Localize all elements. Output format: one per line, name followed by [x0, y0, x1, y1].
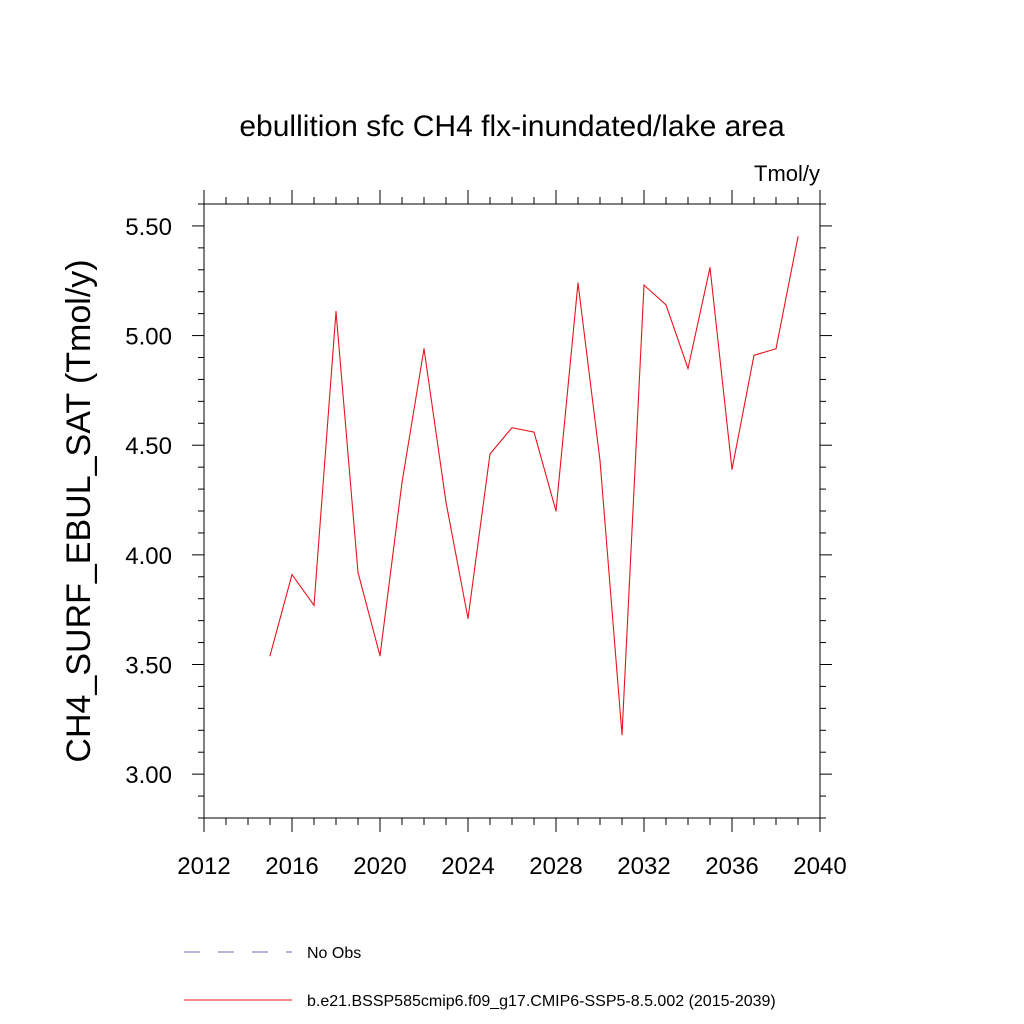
x-tick-label: 2032: [617, 853, 670, 880]
y-tick-label: 3.50: [125, 653, 172, 680]
x-tick-label: 2024: [441, 853, 494, 880]
data-point: [709, 266, 711, 269]
data-point: [401, 481, 403, 484]
data-point: [643, 284, 645, 286]
y-tick-label: 4.00: [125, 543, 172, 570]
data-point: [379, 655, 381, 657]
y-tick-label: 3.00: [125, 762, 172, 789]
legend-label-1: b.e21.BSSP585cmip6.f09_g17.CMIP6-SSP5-8.…: [307, 993, 776, 1010]
units-label: Tmol/y: [754, 161, 820, 186]
data-point: [621, 734, 623, 736]
data-point: [731, 468, 733, 470]
data-point: [665, 304, 667, 306]
chart-title: ebullition sfc CH4 flx-inundated/lake ar…: [239, 110, 785, 143]
y-axis-label: CH4_SURF_EBUL_SAT (Tmol/y): [60, 259, 98, 762]
data-point: [423, 348, 425, 350]
x-axis-ticks: 2012 2016 2020 2024 2028 2032 2036 2040: [177, 190, 847, 880]
plot-frame: [203, 203, 821, 819]
data-point: [555, 510, 557, 512]
x-tick-label: 2012: [177, 853, 230, 880]
series-line-0: [269, 236, 799, 735]
x-tick-label: 2036: [705, 853, 758, 880]
data-point: [687, 367, 689, 370]
y-axis-ticks: 3.00 3.50 4.00 4.50 5.00 5.50: [125, 203, 832, 819]
data-point: [467, 617, 469, 620]
data-point: [291, 573, 293, 576]
y-tick-label: 5.50: [125, 214, 172, 241]
data-point: [577, 282, 579, 284]
series-group: [269, 236, 799, 736]
y-tick-label: 4.50: [125, 433, 172, 460]
data-point: [753, 354, 755, 356]
x-tick-label: 2020: [353, 853, 406, 880]
data-point: [445, 501, 447, 503]
y-tick-label: 5.00: [125, 324, 172, 351]
data-point: [313, 604, 315, 606]
data-point: [489, 453, 491, 455]
data-point: [269, 655, 271, 657]
data-point: [533, 431, 535, 433]
data-point: [511, 427, 513, 429]
data-point: [335, 310, 337, 313]
x-tick-label: 2028: [529, 853, 582, 880]
data-point: [797, 236, 799, 238]
x-tick-label: 2016: [265, 853, 318, 880]
data-point: [775, 348, 777, 350]
legend-label-0: No Obs: [307, 945, 361, 962]
data-point: [599, 459, 601, 462]
legend: No Obs b.e21.BSSP585cmip6.f09_g17.CMIP6-S…: [184, 945, 776, 1010]
data-point: [357, 571, 359, 574]
x-tick-label: 2040: [793, 853, 846, 880]
